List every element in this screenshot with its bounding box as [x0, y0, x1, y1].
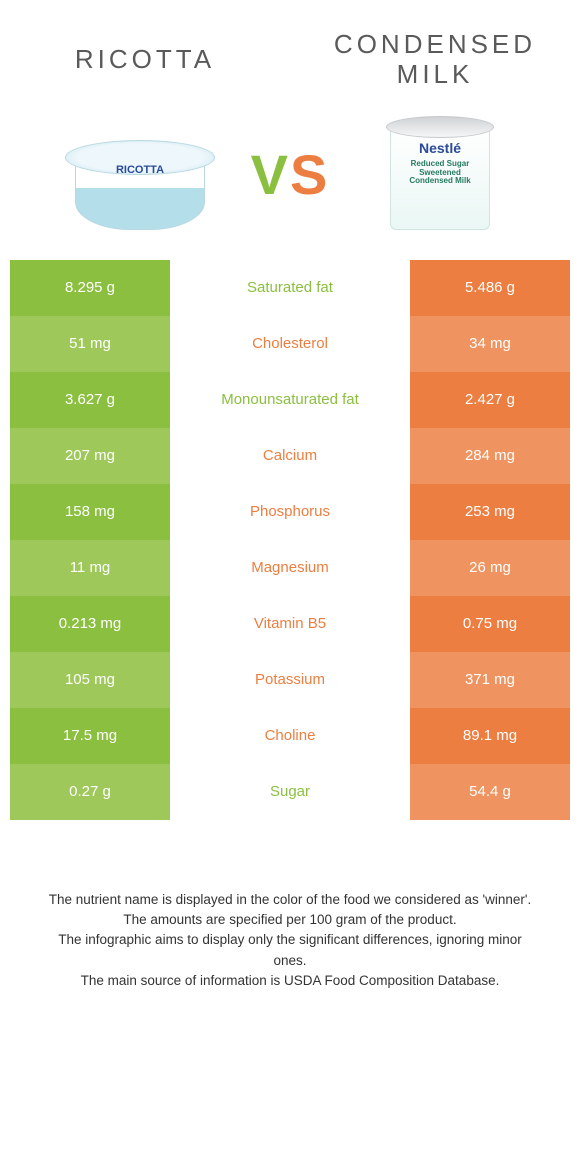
right-value: 0.75 mg: [410, 596, 570, 652]
products-row: RICOTTA VS Nestlé Reduced Sugar Sweetene…: [10, 100, 570, 260]
table-row: 158 mgPhosphorus253 mg: [10, 484, 570, 540]
milk-line-label: Reduced Sugar Sweetened Condensed Milk: [398, 160, 482, 186]
table-row: 11 mgMagnesium26 mg: [10, 540, 570, 596]
right-value: 5.486 g: [410, 260, 570, 316]
comparison-infographic: RICOTTA CONDENSED MILK RICOTTA VS Nestlé…: [0, 0, 580, 1011]
right-value: 371 mg: [410, 652, 570, 708]
left-value: 8.295 g: [10, 260, 170, 316]
left-value: 11 mg: [10, 540, 170, 596]
condensed-milk-can-icon: Nestlé Reduced Sugar Sweetened Condensed…: [380, 110, 500, 240]
table-row: 17.5 mgCholine89.1 mg: [10, 708, 570, 764]
comparison-table: 8.295 gSaturated fat5.486 g51 mgCholeste…: [10, 260, 570, 820]
table-row: 105 mgPotassium371 mg: [10, 652, 570, 708]
left-value: 158 mg: [10, 484, 170, 540]
ricotta-tub-icon: RICOTTA: [65, 120, 215, 230]
nutrient-label: Monounsaturated fat: [170, 372, 410, 428]
left-value: 207 mg: [10, 428, 170, 484]
table-row: 8.295 gSaturated fat5.486 g: [10, 260, 570, 316]
nutrient-label: Phosphorus: [170, 484, 410, 540]
product-image-left: RICOTTA: [40, 120, 240, 230]
vs-s: S: [290, 142, 329, 207]
nutrient-label: Calcium: [170, 428, 410, 484]
left-value: 51 mg: [10, 316, 170, 372]
title-right: CONDENSED MILK: [330, 30, 540, 90]
right-value: 284 mg: [410, 428, 570, 484]
right-value: 54.4 g: [410, 764, 570, 820]
right-value: 253 mg: [410, 484, 570, 540]
nutrient-label: Saturated fat: [170, 260, 410, 316]
left-value: 17.5 mg: [10, 708, 170, 764]
right-value: 2.427 g: [410, 372, 570, 428]
vs-label: VS: [240, 142, 340, 207]
footer-line-2: The amounts are specified per 100 gram o…: [40, 910, 540, 930]
footer-line-4: The main source of information is USDA F…: [40, 971, 540, 991]
table-row: 207 mgCalcium284 mg: [10, 428, 570, 484]
nutrient-label: Choline: [170, 708, 410, 764]
left-value: 0.27 g: [10, 764, 170, 820]
vs-v: V: [251, 142, 290, 207]
ricotta-tub-label: RICOTTA: [95, 164, 185, 176]
left-value: 0.213 mg: [10, 596, 170, 652]
table-row: 0.213 mgVitamin B50.75 mg: [10, 596, 570, 652]
right-value: 26 mg: [410, 540, 570, 596]
table-row: 3.627 gMonounsaturated fat2.427 g: [10, 372, 570, 428]
nutrient-label: Magnesium: [170, 540, 410, 596]
titles-row: RICOTTA CONDENSED MILK: [10, 30, 570, 100]
table-row: 0.27 gSugar54.4 g: [10, 764, 570, 820]
footer-line-3: The infographic aims to display only the…: [40, 930, 540, 971]
left-value: 3.627 g: [10, 372, 170, 428]
table-row: 51 mgCholesterol34 mg: [10, 316, 570, 372]
right-value: 34 mg: [410, 316, 570, 372]
nutrient-label: Sugar: [170, 764, 410, 820]
nutrient-label: Cholesterol: [170, 316, 410, 372]
milk-brand-label: Nestlé: [398, 140, 482, 156]
nutrient-label: Vitamin B5: [170, 596, 410, 652]
footer-line-1: The nutrient name is displayed in the co…: [40, 890, 540, 910]
right-value: 89.1 mg: [410, 708, 570, 764]
nutrient-label: Potassium: [170, 652, 410, 708]
footer-notes: The nutrient name is displayed in the co…: [10, 820, 570, 991]
title-left: RICOTTA: [40, 44, 250, 75]
product-image-right: Nestlé Reduced Sugar Sweetened Condensed…: [340, 110, 540, 240]
left-value: 105 mg: [10, 652, 170, 708]
